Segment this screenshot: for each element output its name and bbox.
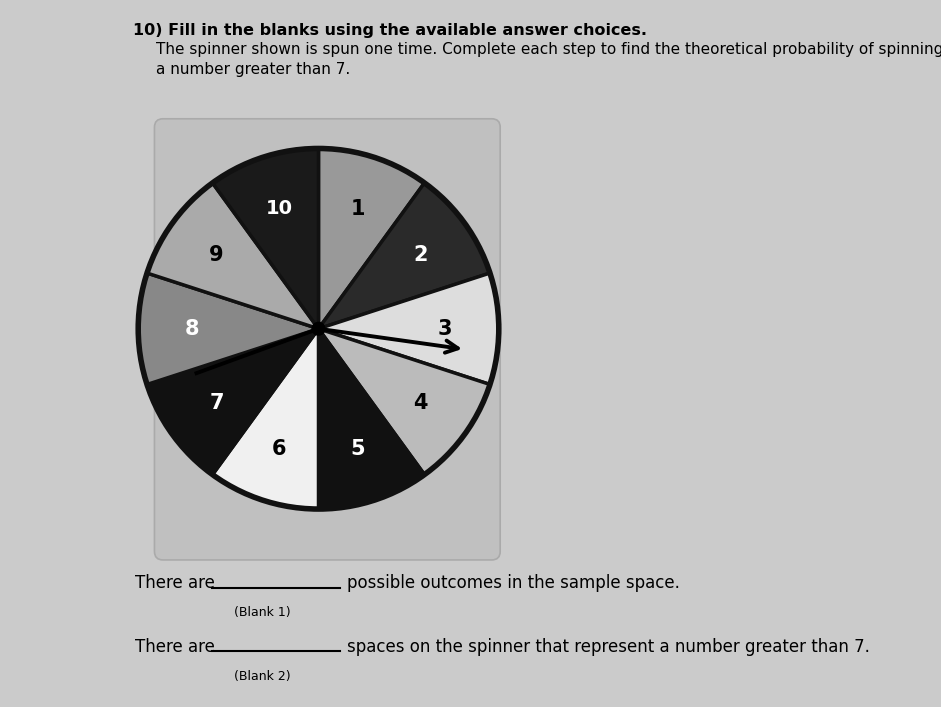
Text: 8: 8: [185, 319, 199, 339]
Text: (Blank 2): (Blank 2): [233, 670, 290, 683]
Wedge shape: [147, 329, 318, 474]
Text: There are: There are: [135, 574, 215, 592]
Text: spaces on the spinner that represent a number greater than 7.: spaces on the spinner that represent a n…: [347, 638, 869, 656]
Text: 3: 3: [438, 319, 452, 339]
Text: 9: 9: [209, 245, 224, 264]
Text: 5: 5: [350, 439, 365, 459]
Text: 4: 4: [413, 393, 428, 413]
Wedge shape: [318, 329, 490, 474]
Wedge shape: [318, 148, 424, 329]
Text: 6: 6: [272, 439, 287, 459]
Text: possible outcomes in the sample space.: possible outcomes in the sample space.: [347, 574, 679, 592]
Text: 10: 10: [266, 199, 293, 218]
Text: 7: 7: [209, 393, 224, 413]
Wedge shape: [147, 183, 318, 329]
Circle shape: [312, 322, 325, 335]
Wedge shape: [318, 183, 490, 329]
Wedge shape: [318, 329, 424, 509]
Wedge shape: [318, 273, 499, 385]
Text: a number greater than 7.: a number greater than 7.: [156, 62, 350, 77]
Text: 2: 2: [413, 245, 428, 264]
Text: 1: 1: [350, 199, 365, 218]
Wedge shape: [138, 273, 318, 385]
Wedge shape: [213, 148, 318, 329]
Text: The spinner shown is spun one time. Complete each step to find the theoretical p: The spinner shown is spun one time. Comp…: [156, 42, 941, 57]
FancyBboxPatch shape: [154, 119, 501, 560]
Text: (Blank 1): (Blank 1): [233, 607, 290, 619]
Text: There are: There are: [135, 638, 215, 656]
Wedge shape: [213, 329, 318, 509]
Text: 10) Fill in the blanks using the available answer choices.: 10) Fill in the blanks using the availab…: [133, 23, 646, 37]
